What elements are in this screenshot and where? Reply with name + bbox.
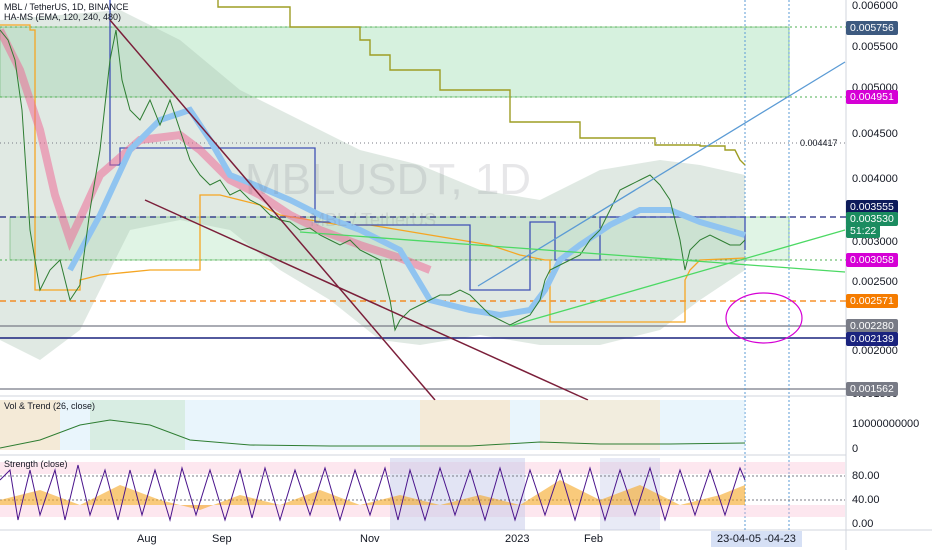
price-tag-0004951: 0.004951 bbox=[846, 90, 898, 104]
price-tick: 0.002000 bbox=[852, 345, 898, 357]
strength-pane-title: Strength (close) bbox=[4, 459, 68, 469]
green-trendline-2 bbox=[509, 229, 846, 327]
price-tick: 0.002500 bbox=[852, 276, 898, 288]
blue-trendline bbox=[477, 61, 846, 287]
volume-tick: 10000000000 bbox=[852, 418, 920, 430]
red-ema bbox=[0, 28, 432, 274]
time-label-nov: Nov bbox=[360, 533, 380, 545]
time-label-aug: Aug bbox=[137, 533, 157, 545]
price-tick: 0.004500 bbox=[852, 128, 898, 140]
green-trendline-1 bbox=[299, 231, 846, 273]
price-tag-0001562: 0.001562 bbox=[846, 382, 898, 396]
price-tag-0002571: 0.002571 bbox=[846, 294, 898, 308]
olive-step-line bbox=[217, 0, 746, 166]
volume-pane-title: Vol & Trend (26, close) bbox=[4, 401, 96, 411]
time-label-feb: Feb bbox=[584, 533, 603, 545]
strength-tick: 40.00 bbox=[852, 494, 880, 506]
price-tick: 0.006000 bbox=[852, 0, 898, 12]
time-label-2023: 2023 bbox=[505, 533, 530, 545]
price-tag-0003058: 0.003058 bbox=[846, 253, 898, 267]
symbol-title: MBL / TetherUS, 1D, BINANCE bbox=[4, 2, 129, 12]
time-label-sep: Sep bbox=[212, 533, 232, 545]
level-note: 0.004417 bbox=[800, 138, 838, 148]
highlight-ellipse bbox=[725, 292, 803, 344]
strength-tick: 0.00 bbox=[852, 518, 874, 530]
symbol-watermark: MBLUSDT, 1D bbox=[245, 155, 532, 204]
maroon-trendline-1 bbox=[109, 19, 436, 401]
symbol-watermark-sub: MBL / TetherUS bbox=[310, 210, 437, 230]
countdown-tag: 51:22 bbox=[846, 224, 881, 238]
price-line bbox=[0, 29, 746, 332]
price-tick: 0.004000 bbox=[852, 173, 898, 185]
price-tag-0005756: 0.005756 bbox=[846, 21, 898, 35]
maroon-trendline-2 bbox=[144, 199, 589, 401]
volume-tick: 0 bbox=[852, 443, 859, 455]
strength-tick: 80.00 bbox=[852, 470, 880, 482]
crosshair-date-label: 23-04-05 -04-23 bbox=[711, 531, 802, 547]
price-tag-0002280: 0.002280 bbox=[846, 319, 898, 333]
price-tag-0003555: 0.003555 bbox=[846, 200, 898, 214]
price-tag-0002139: 0.002139 bbox=[846, 332, 898, 346]
blue-ema bbox=[67, 106, 746, 319]
price-tick: 0.003000 bbox=[852, 236, 898, 248]
indicator-title: HA-MS (EMA, 120, 240, 480) bbox=[4, 12, 122, 22]
supply-zone bbox=[0, 26, 790, 98]
price-tag-0003530: 0.003530 bbox=[846, 212, 898, 226]
blue-step-line bbox=[109, 0, 746, 291]
price-tick: 0.005500 bbox=[852, 41, 898, 53]
